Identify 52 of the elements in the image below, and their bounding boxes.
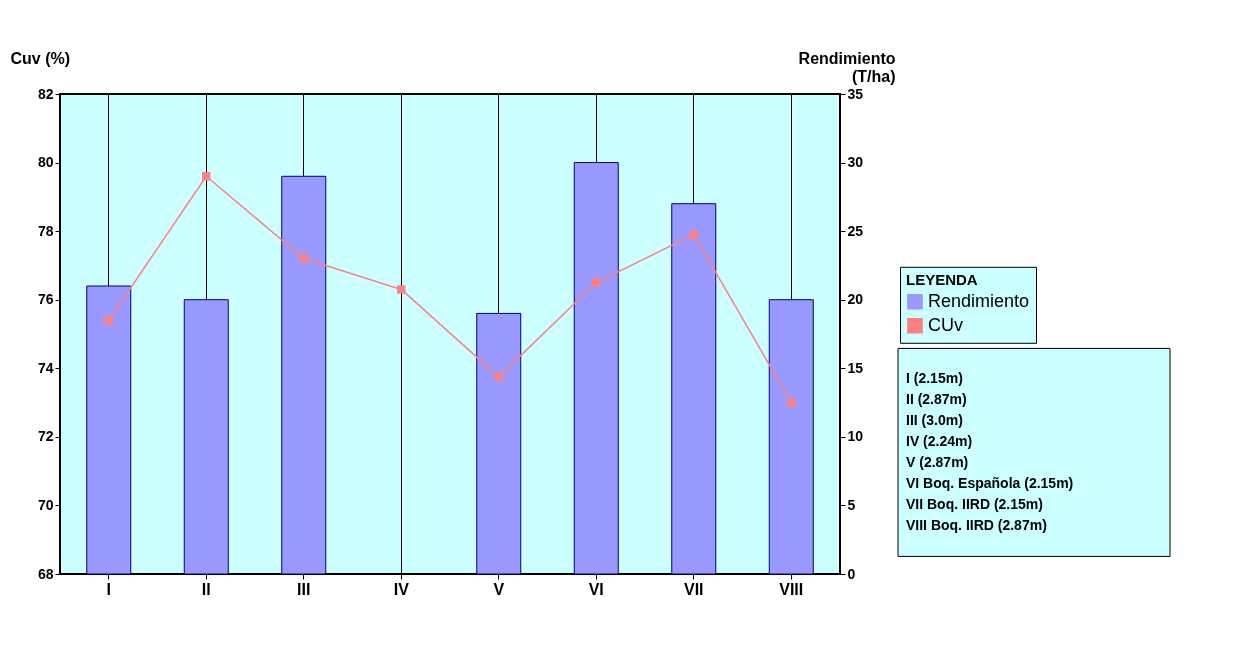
y2-tick-label: 5 bbox=[847, 496, 856, 513]
y-tick-label: 82 bbox=[37, 85, 54, 102]
x-tick-label: V bbox=[493, 580, 505, 598]
text: III (3.0m) bbox=[906, 411, 963, 428]
text: V (2.87m) bbox=[906, 453, 969, 470]
y2-tick-label: 25 bbox=[847, 222, 864, 239]
x-tick-label: VII bbox=[683, 580, 704, 598]
y2-tick-label: 35 bbox=[847, 85, 864, 102]
y-tick-label: 74 bbox=[37, 359, 54, 376]
y-tick-label: 76 bbox=[37, 291, 54, 308]
bar bbox=[183, 299, 229, 575]
point bbox=[104, 316, 113, 325]
bar bbox=[86, 285, 132, 575]
point bbox=[397, 285, 406, 294]
text: I (2.15m) bbox=[906, 369, 963, 386]
text: VI Boq. Española (2.15m) bbox=[906, 474, 1074, 491]
y2-tick-label: 20 bbox=[847, 291, 864, 308]
legend-title: LEYENDA bbox=[906, 270, 978, 288]
y2-tick-label: 30 bbox=[847, 154, 864, 171]
y2-axis-title: Rendimiento (T/ha) bbox=[798, 49, 896, 85]
x-tick-label: VIII bbox=[779, 580, 804, 598]
y-tick-label: 68 bbox=[37, 565, 54, 582]
y-tick-label: 72 bbox=[37, 428, 54, 445]
y-tick-label: 70 bbox=[37, 496, 54, 513]
x-tick-label: III bbox=[297, 580, 311, 598]
point bbox=[592, 278, 601, 287]
bar bbox=[573, 162, 619, 575]
bar bbox=[281, 175, 327, 575]
y2-tick-label: 0 bbox=[847, 565, 856, 582]
y2-tick-label: 15 bbox=[847, 359, 864, 376]
legend-label: CUv bbox=[928, 314, 963, 335]
point bbox=[689, 230, 698, 239]
y-tick-label: 78 bbox=[37, 222, 54, 239]
y-tick-label: 80 bbox=[37, 154, 54, 171]
point bbox=[202, 172, 211, 181]
text: II (2.87m) bbox=[906, 390, 967, 407]
bar bbox=[768, 299, 814, 575]
bar bbox=[476, 312, 522, 575]
point bbox=[494, 372, 503, 382]
bar bbox=[671, 203, 717, 575]
x-tick-label: II bbox=[201, 580, 211, 598]
y-axis-title: Cuv (%) bbox=[10, 49, 71, 67]
y2-tick-label: 10 bbox=[847, 428, 864, 445]
text: IV (2.24m) bbox=[906, 432, 973, 449]
x-tick-label: VI bbox=[588, 580, 604, 598]
x-tick-label: IV bbox=[393, 580, 410, 598]
legend-label: Rendimiento bbox=[928, 290, 1030, 311]
point bbox=[299, 254, 308, 263]
text: VIII Boq. IIRD (2.87m) bbox=[906, 516, 1047, 533]
point bbox=[787, 398, 796, 407]
text: VII Boq. IIRD (2.15m) bbox=[906, 495, 1043, 512]
x-tick-label: I bbox=[106, 580, 111, 598]
